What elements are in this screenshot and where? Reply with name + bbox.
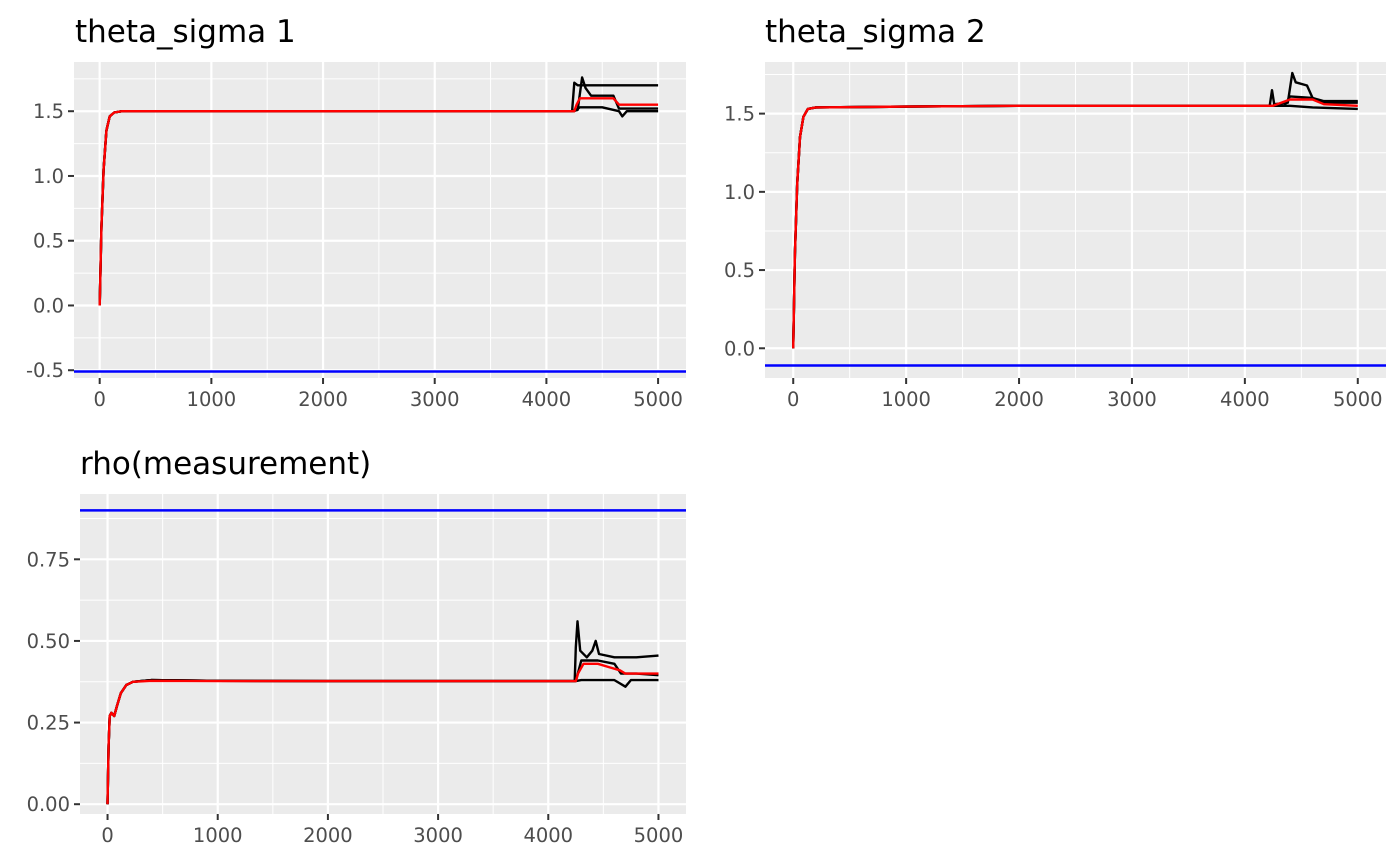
y-tick-label: 0.00 (27, 793, 70, 816)
x-tick-label: 3000 (1107, 388, 1157, 411)
y-tick-label: 1.5 (33, 100, 64, 123)
x-tick-label: 0 (101, 824, 113, 847)
x-tick-label: 3000 (410, 388, 460, 411)
panel-title: rho(measurement) (80, 446, 371, 482)
series-line-red (98, 97, 659, 306)
panel-title: theta_sigma 1 (75, 14, 296, 50)
y-tick-label: 0.25 (27, 712, 70, 735)
y-tick-label: 1.0 (33, 165, 64, 188)
x-tick-label: 5000 (1333, 388, 1383, 411)
x-tick-label: 2000 (298, 388, 348, 411)
y-tick-label: -0.5 (26, 359, 64, 382)
x-tick-label: 3000 (413, 824, 463, 847)
series-line-red (106, 662, 659, 805)
x-tick-label: 1000 (881, 388, 931, 411)
y-tick-label: 0.0 (33, 294, 64, 317)
y-tick-label: 1.0 (724, 181, 755, 204)
series-line-red (792, 98, 1358, 349)
panel-theta-sigma-2: theta_sigma 2 0 1000 2000 3000 4000 5000 0.0 0.… (724, 14, 1386, 411)
x-tick-label: 2000 (303, 824, 353, 847)
y-tick-label: 0.0 (724, 337, 755, 360)
x-tick-label: 4000 (522, 388, 572, 411)
x-tick-label: 1000 (193, 824, 243, 847)
x-tick-label: 4000 (523, 824, 573, 847)
x-tick-label: 1000 (187, 388, 237, 411)
x-tick-label: 5000 (633, 388, 683, 411)
panel-title: theta_sigma 2 (765, 14, 986, 50)
y-tick-label: 0.75 (27, 548, 70, 571)
x-tick-label: 5000 (634, 824, 684, 847)
x-tick-label: 2000 (994, 388, 1044, 411)
x-tick-label: 4000 (1220, 388, 1270, 411)
y-tick-label: 0.50 (27, 630, 70, 653)
y-tick-label: 0.5 (33, 230, 64, 253)
y-tick-label: 1.5 (724, 103, 755, 126)
x-tick-label: 0 (93, 388, 105, 411)
y-tick-label: 0.5 (724, 259, 755, 282)
panel-theta-sigma-1: theta_sigma 1 0 1000 2000 3000 4000 5000 -0.5 0… (26, 14, 686, 411)
x-tick-label: 0 (787, 388, 799, 411)
panel-background (74, 62, 686, 378)
panel-rho-measurement: rho(measurement) 0 1000 2000 3000 4000 5000 0.… (27, 446, 686, 847)
